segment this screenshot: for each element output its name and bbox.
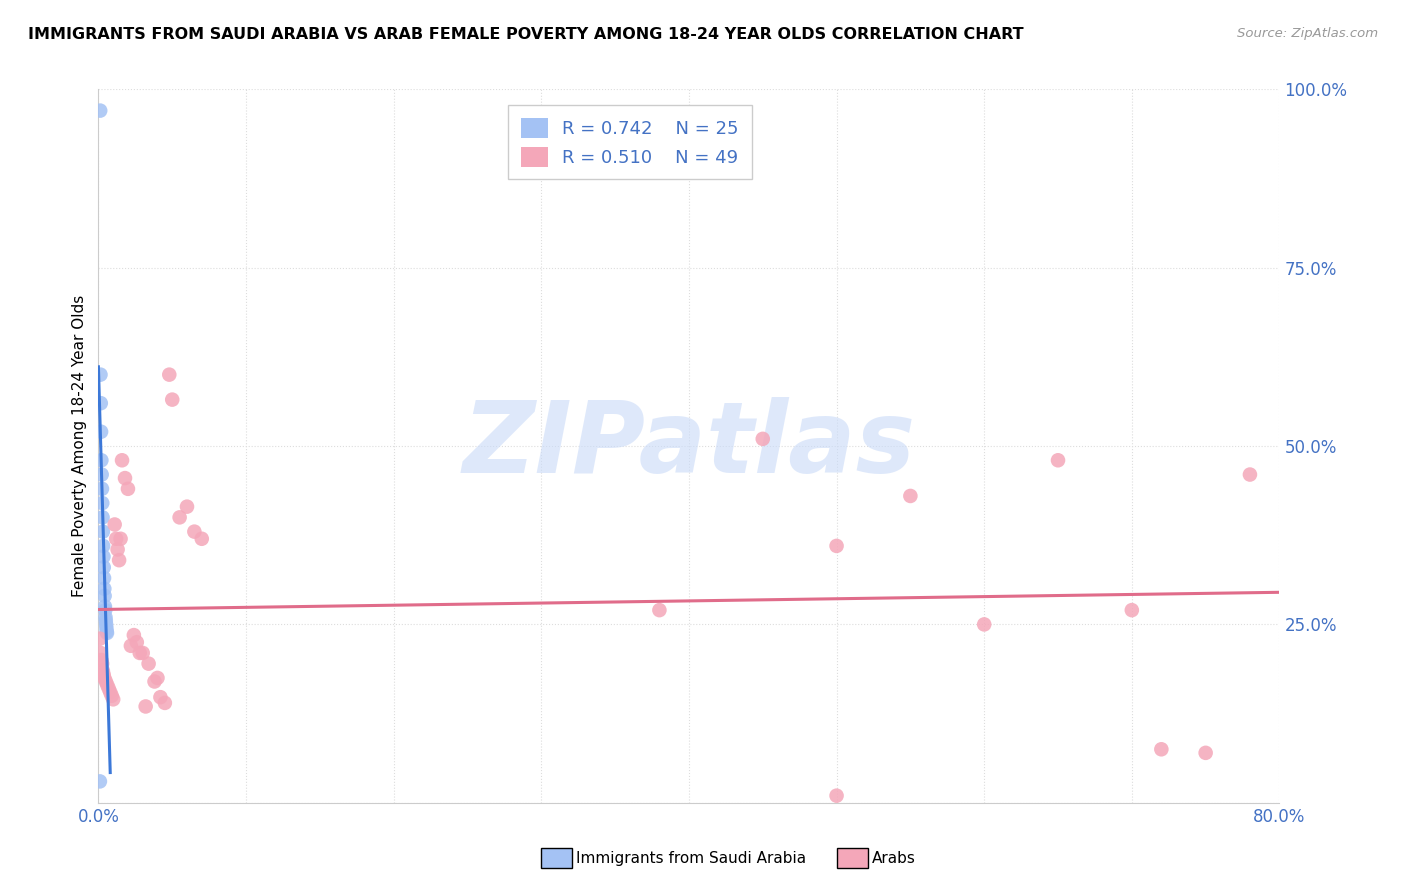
Point bbox=[143, 674, 166, 689]
Point bbox=[1195, 746, 1218, 760]
Point bbox=[825, 539, 848, 553]
Point bbox=[176, 500, 198, 514]
Point bbox=[91, 482, 114, 496]
Legend: R = 0.742    N = 25, R = 0.510    N = 49: R = 0.742 N = 25, R = 0.510 N = 49 bbox=[508, 105, 752, 179]
Point bbox=[825, 789, 848, 803]
Point bbox=[648, 603, 671, 617]
Text: Immigrants from Saudi Arabia: Immigrants from Saudi Arabia bbox=[576, 851, 807, 865]
Text: Arabs: Arabs bbox=[872, 851, 915, 865]
Point bbox=[90, 467, 112, 482]
Point bbox=[90, 646, 112, 660]
Point bbox=[107, 542, 129, 557]
Point bbox=[111, 453, 134, 467]
Point bbox=[98, 685, 121, 699]
Point bbox=[105, 532, 128, 546]
Point bbox=[162, 392, 183, 407]
Point bbox=[93, 549, 115, 564]
Text: IMMIGRANTS FROM SAUDI ARABIA VS ARAB FEMALE POVERTY AMONG 18-24 YEAR OLDS CORREL: IMMIGRANTS FROM SAUDI ARABIA VS ARAB FEM… bbox=[28, 27, 1024, 42]
Point bbox=[91, 524, 114, 539]
Point bbox=[120, 639, 142, 653]
Point bbox=[94, 674, 117, 689]
Point bbox=[108, 553, 131, 567]
Point bbox=[91, 664, 114, 678]
Point bbox=[122, 628, 145, 642]
Text: ZIPatlas: ZIPatlas bbox=[463, 398, 915, 494]
Point bbox=[96, 678, 118, 692]
Point bbox=[132, 646, 155, 660]
Point bbox=[117, 482, 139, 496]
Point bbox=[90, 653, 112, 667]
Point bbox=[90, 396, 112, 410]
Point bbox=[89, 774, 111, 789]
Point bbox=[96, 626, 118, 640]
Point bbox=[751, 432, 773, 446]
Text: Source: ZipAtlas.com: Source: ZipAtlas.com bbox=[1237, 27, 1378, 40]
Point bbox=[135, 699, 157, 714]
Point bbox=[96, 624, 118, 639]
Point bbox=[90, 453, 112, 467]
Point bbox=[97, 681, 120, 696]
Point bbox=[91, 496, 114, 510]
Point bbox=[900, 489, 922, 503]
Point bbox=[94, 599, 117, 614]
Point bbox=[89, 368, 111, 382]
Point bbox=[91, 510, 114, 524]
Point bbox=[94, 614, 117, 628]
Point bbox=[93, 667, 115, 681]
Point bbox=[94, 610, 117, 624]
Point bbox=[93, 582, 115, 596]
Point bbox=[138, 657, 160, 671]
Point bbox=[94, 603, 117, 617]
Y-axis label: Female Poverty Among 18-24 Year Olds: Female Poverty Among 18-24 Year Olds bbox=[72, 295, 87, 597]
Point bbox=[169, 510, 191, 524]
Point bbox=[125, 635, 148, 649]
Point bbox=[149, 690, 172, 705]
Point bbox=[191, 532, 214, 546]
Point bbox=[157, 368, 180, 382]
Point bbox=[94, 617, 117, 632]
Point bbox=[91, 657, 114, 671]
Point bbox=[1121, 603, 1143, 617]
Point bbox=[91, 539, 114, 553]
Point bbox=[1046, 453, 1069, 467]
Point bbox=[103, 692, 125, 706]
Point bbox=[973, 617, 995, 632]
Point bbox=[110, 532, 132, 546]
Point bbox=[183, 524, 205, 539]
Point bbox=[114, 471, 136, 485]
Point bbox=[89, 632, 111, 646]
Point bbox=[96, 621, 118, 635]
Point bbox=[146, 671, 169, 685]
Point bbox=[1150, 742, 1173, 756]
Point bbox=[128, 646, 150, 660]
Point bbox=[153, 696, 176, 710]
Point bbox=[1239, 467, 1261, 482]
Point bbox=[90, 425, 112, 439]
Point bbox=[89, 103, 111, 118]
Point bbox=[104, 517, 127, 532]
Point bbox=[93, 671, 115, 685]
Point bbox=[93, 571, 115, 585]
Point bbox=[93, 560, 115, 574]
Point bbox=[93, 589, 115, 603]
Point bbox=[100, 689, 122, 703]
